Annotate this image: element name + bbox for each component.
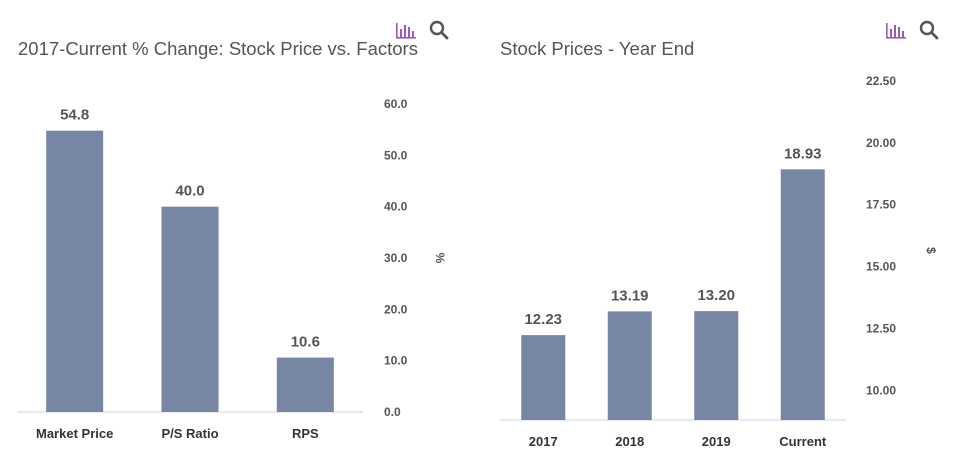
x-tick-label: 2017	[529, 434, 558, 449]
y-tick-label: 20.0	[384, 302, 408, 316]
x-tick-label: 2019	[702, 434, 731, 449]
y-tick-label: 0.0	[384, 405, 401, 419]
bar	[46, 130, 104, 412]
x-tick-label: Market Price	[36, 426, 113, 441]
bar-chart-icon[interactable]	[885, 21, 907, 44]
bar-chart-left: 54.8 Market Price 40.0 P/S Ratio 10.6 RPS 0.0 1…	[17, 97, 447, 441]
data-label: 54.8	[60, 107, 89, 124]
bar	[161, 206, 219, 412]
data-label: 13.19	[611, 287, 649, 304]
data-label: 18.93	[784, 145, 822, 162]
data-label: 13.20	[697, 287, 735, 304]
chart-title-left: 2017-Current % Change: Stock Price vs. F…	[18, 38, 418, 59]
chart-panel-right: Stock Prices - Year End 12.23 2017 13.19 20…	[480, 0, 959, 463]
y-tick-label: 10.00	[866, 383, 896, 397]
bar	[607, 311, 652, 420]
y-tick-label: 40.0	[384, 200, 408, 214]
y-axis-label: $	[924, 247, 938, 254]
bar	[780, 169, 825, 420]
chart-title-right: Stock Prices - Year End	[500, 38, 695, 59]
chart-toolbar-left	[395, 20, 449, 45]
x-tick-label: P/S Ratio	[161, 426, 218, 441]
search-icon[interactable]	[429, 20, 449, 45]
y-tick-label: 50.0	[384, 148, 408, 162]
x-tick-label: RPS	[292, 426, 319, 441]
bar-chart-icon[interactable]	[395, 21, 417, 44]
y-tick-label: 17.50	[866, 198, 896, 212]
x-tick-label: 2018	[615, 434, 644, 449]
chart-toolbar-right	[885, 20, 939, 45]
y-tick-label: 22.50	[866, 74, 896, 88]
y-tick-label: 20.00	[866, 136, 896, 150]
bar-chart-right: 12.23 2017 13.19 2018 13.20 2019 18.93 Current 1…	[500, 74, 938, 449]
y-tick-label: 60.0	[384, 97, 408, 111]
data-label: 10.6	[291, 334, 320, 351]
y-tick-label: 30.0	[384, 251, 408, 265]
y-tick-label: 12.50	[866, 321, 896, 335]
data-label: 12.23	[524, 311, 562, 328]
search-icon[interactable]	[919, 20, 939, 45]
y-axis-label: %	[433, 253, 447, 264]
chart-panel-left: 2017-Current % Change: Stock Price vs. F…	[17, 20, 449, 441]
y-tick-label: 15.00	[866, 260, 896, 274]
bar	[694, 311, 739, 420]
data-label: 40.0	[175, 183, 204, 200]
bar	[276, 357, 334, 412]
bar	[521, 335, 566, 420]
y-tick-label: 10.0	[384, 354, 408, 368]
x-tick-label: Current	[779, 434, 827, 449]
